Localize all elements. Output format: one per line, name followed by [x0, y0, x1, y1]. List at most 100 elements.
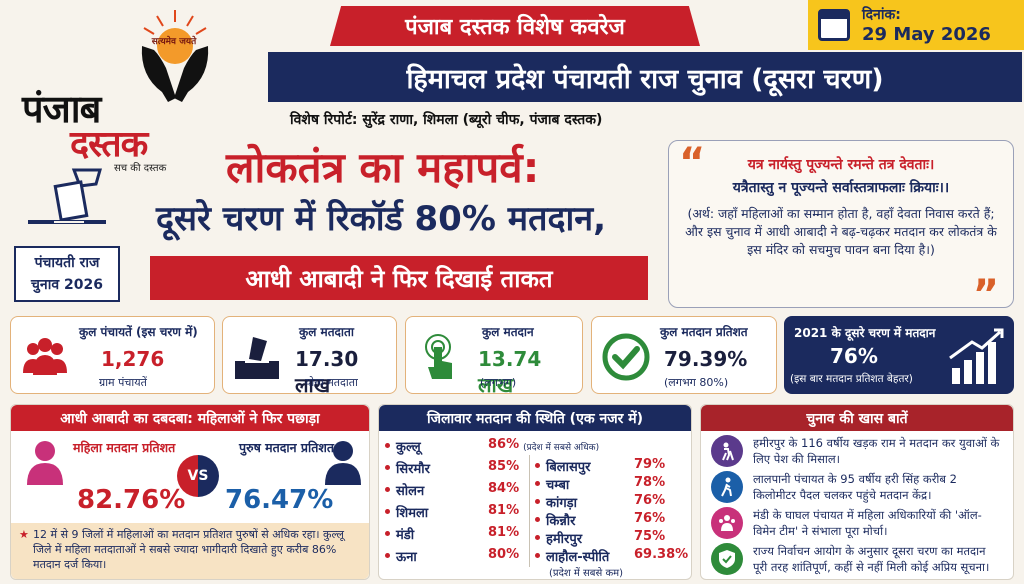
- highlights-panel: चुनाव की खास बातें हमीरपुर के 116 वर्षीय…: [700, 404, 1014, 580]
- people-icon: [23, 338, 67, 375]
- stat-card-2021: 2021 के दूसरे चरण में मतदान 76% (इस बार …: [784, 316, 1014, 394]
- district-pct: 86%: [488, 437, 520, 452]
- quote-box: “ यत्र नार्यस्तु पूज्यन्ते रमन्ते तत्र द…: [668, 140, 1014, 315]
- district-name: शिमला: [396, 506, 429, 521]
- stat-sub: योग्य मतदाता: [305, 376, 358, 389]
- stat-label: कुल मतदाता: [299, 325, 354, 339]
- ballot-label: पंचायती राज चुनाव 2026: [14, 246, 120, 302]
- district-row: कुल्लू 86% (प्रदेश में सबसे अधिक): [385, 437, 599, 455]
- highlight-text: राज्य निर्वाचन आयोग के अनुसार दूसरा चरण …: [753, 544, 990, 574]
- highlight-item: हमीरपुर के 116 वर्षीय खड़क राम ने मतदान …: [711, 435, 1003, 467]
- emblem-text: सत्यमेव जयते: [151, 37, 197, 47]
- district-panel-title: जिलावार मतदान की स्थिति (एक नजर में): [379, 405, 691, 431]
- highlight-text: हमीरपुर के 116 वर्षीय खड़क राम ने मतदान …: [753, 436, 1000, 466]
- district-pct: 81%: [488, 503, 520, 518]
- male-value: 76.47%: [225, 485, 334, 515]
- district-panel: जिलावार मतदान की स्थिति (एक नजर में) कुल…: [378, 404, 692, 580]
- district-row: सोलन 84%: [385, 481, 519, 499]
- growth-chart-icon: [949, 328, 1004, 384]
- district-pct: 75%: [634, 529, 666, 544]
- district-name: कुल्लू: [396, 440, 421, 455]
- date-label: दिनांक:: [862, 7, 901, 23]
- brand-logo: सत्यमेव जयते पंजाब दस्तक सच की दस्तक: [14, 4, 224, 174]
- district-name: किन्नौर: [546, 514, 576, 529]
- quote-sanskrit-line2: यत्रैतास्तु न पूज्यन्ते सर्वास्तत्राफलाः…: [732, 180, 950, 196]
- ballot-label-line1: पंचायती राज: [34, 255, 100, 271]
- district-pct: 81%: [488, 525, 520, 540]
- male-label: पुरुष मतदान प्रतिशत: [239, 440, 335, 455]
- headline-line1: लोकतंत्र का महापर्व:: [226, 143, 540, 192]
- stat-value: 79.39%: [664, 347, 748, 371]
- district-name: चम्बा: [546, 478, 570, 493]
- stat-2021-sub: (इस बार मतदान प्रतिशत बेहतर): [790, 373, 913, 385]
- district-name: हमीरपुर: [546, 532, 583, 547]
- district-row: शिमला 81%: [385, 503, 519, 521]
- date-value: 29 May 2026: [862, 24, 991, 45]
- man-icon: [325, 441, 361, 485]
- stat-value: 13.74 लाख: [478, 347, 542, 397]
- district-pct: 79%: [634, 457, 666, 472]
- district-row: लाहौल-स्पीति 69.38%: [535, 547, 688, 565]
- highlight-item: राज्य निर्वाचन आयोग के अनुसार दूसरा चरण …: [711, 543, 1003, 575]
- coverage-banner: पंजाब दस्तक विशेष कवरेज: [330, 6, 700, 46]
- main-title: हिमाचल प्रदेश पंचायती राज चुनाव (दूसरा च…: [268, 52, 1022, 102]
- district-name: सोलन: [396, 484, 425, 499]
- district-row: किन्नौर 76%: [535, 511, 665, 529]
- star-icon: ★: [19, 528, 29, 541]
- reporter-line: विशेष रिपोर्ट: सुरेंद्र राणा, शिमला (ब्य…: [290, 112, 603, 128]
- district-pct: 80%: [488, 547, 520, 562]
- women-turnout-panel: आधी आबादी का दबदबा: महिलाओं ने फिर पछाड़…: [10, 404, 370, 580]
- highlight-text: मंडी के घाघल पंचायत में महिला अधिकारियों…: [753, 508, 982, 538]
- highlight-item: लालपानी पंचायत के 95 वर्षीय हरी सिंह करी…: [711, 471, 1003, 503]
- district-row: हमीरपुर 75%: [535, 529, 665, 547]
- highlight-item: मंडी के घाघल पंचायत में महिला अधिकारियों…: [711, 507, 1003, 539]
- women-note-text: 12 में से 9 जिलों में महिलाओं का मतदान प…: [33, 528, 344, 571]
- brand-name-line1: पंजाब: [22, 87, 101, 131]
- stat-value: 17.30 लाख: [295, 347, 359, 397]
- stat-card-panchayats: कुल पंचायतें (इस चरण में) 1,276 ग्राम पं…: [10, 316, 215, 394]
- district-row: कांगड़ा 76%: [535, 493, 665, 511]
- close-quote-icon: ”: [972, 272, 999, 318]
- district-pct: 69.38%: [634, 547, 689, 562]
- district-name: कांगड़ा: [546, 496, 577, 511]
- district-name: ऊना: [396, 550, 417, 565]
- district-name: सिरमौर: [396, 462, 430, 477]
- stat-sub: ग्राम पंचायतें: [99, 376, 147, 389]
- district-row: मंडी 81%: [385, 525, 519, 543]
- brand-name-line2: दस्तक: [70, 124, 148, 165]
- stat-label: कुल पंचायतें (इस चरण में): [79, 325, 198, 339]
- district-row: चम्बा 78%: [535, 475, 665, 493]
- women-note: ★ 12 में से 9 जिलों में महिलाओं का मतदान…: [11, 523, 369, 579]
- hands-sun-icon: [141, 10, 209, 102]
- stat-label: कुल मतदान प्रतिशत: [660, 325, 748, 339]
- shield-check-icon: [711, 543, 743, 575]
- district-pct: 76%: [634, 511, 666, 526]
- elderly-icon: [711, 435, 743, 467]
- district-pct: 76%: [634, 493, 666, 508]
- lowest-note: (प्रदेश में सबसे कम): [549, 568, 624, 579]
- district-row: ऊना 80%: [385, 547, 519, 565]
- stat-card-voters: कुल मतदाता 17.30 लाख योग्य मतदाता: [222, 316, 397, 397]
- highlight-text: लालपानी पंचायत के 95 वर्षीय हरी सिंह करी…: [753, 472, 957, 502]
- district-pct: 84%: [488, 481, 520, 496]
- district-pct: 85%: [488, 459, 520, 474]
- stat-card-turnout: कुल मतदान प्रतिशत 79.39% (लगभग 80%): [591, 316, 777, 394]
- headline-line3: आधी आबादी ने फिर दिखाई ताकत: [150, 256, 648, 300]
- walking-icon: [711, 471, 743, 503]
- stat-value: 1,276: [101, 347, 165, 371]
- stat-card-votes-cast: कुल मतदान 13.74 लाख (लगभग): [405, 316, 583, 397]
- column-divider: [529, 455, 530, 567]
- date-box: दिनांक: 29 May 2026: [808, 0, 1024, 50]
- open-quote-icon: “: [679, 140, 706, 186]
- women-panel-title: आधी आबादी का दबदबा: महिलाओं ने फिर पछाड़…: [11, 405, 369, 431]
- district-row: बिलासपुर 79%: [535, 457, 665, 475]
- brand-tagline: सच की दस्तक: [114, 163, 167, 174]
- calendar-icon: [818, 9, 850, 41]
- headline-line2: दूसरे चरण में रिकॉर्ड 80% मतदान,: [156, 199, 607, 239]
- district-note: (प्रदेश में सबसे अधिक): [523, 443, 600, 453]
- stat-sub: (लगभग): [480, 376, 517, 389]
- quote-sanskrit-line1: यत्र नार्यस्तु पूज्यन्ते रमन्ते तत्र देव…: [747, 157, 935, 173]
- vs-badge: VS: [177, 455, 219, 497]
- quote-meaning: (अर्थ: जहाँ महिलाओं का सम्मान होता है, व…: [685, 206, 997, 257]
- woman-icon: [27, 441, 63, 485]
